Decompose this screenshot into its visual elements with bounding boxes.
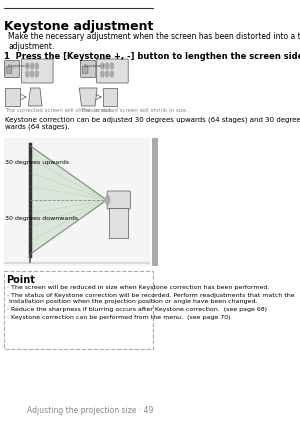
Circle shape: [106, 63, 109, 69]
Text: Keystone adjustment: Keystone adjustment: [4, 20, 154, 33]
Text: - Keystone +: - Keystone +: [82, 64, 105, 68]
Text: Point: Point: [6, 275, 35, 285]
Bar: [4, 271, 153, 349]
Circle shape: [26, 63, 29, 69]
Circle shape: [101, 71, 104, 77]
Circle shape: [110, 63, 113, 69]
Text: installation position when the projection position or angle have been changed.: installation position when the projectio…: [9, 300, 257, 304]
Bar: [109, 208, 128, 238]
Bar: [152, 138, 158, 266]
Polygon shape: [79, 88, 97, 106]
Circle shape: [106, 71, 109, 77]
Circle shape: [35, 63, 38, 69]
Text: · The screen will be reduced in size when Keystone correction has been performed: · The screen will be reduced in size whe…: [8, 285, 270, 290]
Bar: [103, 88, 117, 106]
FancyBboxPatch shape: [107, 191, 130, 209]
Circle shape: [105, 195, 110, 205]
Bar: [4, 138, 150, 266]
Text: Keystone correction can be adjusted 30 degrees upwards (64 stages) and 30 degree: Keystone correction can be adjusted 30 d…: [5, 116, 300, 130]
Text: The corrected screen will shrink in size.: The corrected screen will shrink in size…: [80, 108, 188, 113]
Text: - Keystone +: - Keystone +: [6, 64, 29, 68]
Circle shape: [31, 71, 34, 77]
Bar: [5, 88, 20, 106]
FancyBboxPatch shape: [81, 60, 96, 77]
Text: 30 degrees downwards: 30 degrees downwards: [5, 216, 78, 221]
Text: Adjusting the projection size · 49: Adjusting the projection size · 49: [27, 406, 153, 415]
FancyBboxPatch shape: [6, 66, 12, 74]
Circle shape: [26, 71, 29, 77]
Text: · Reduce the sharpness if blurring occurs after Keystone correction.  (see page : · Reduce the sharpness if blurring occur…: [8, 308, 267, 312]
FancyBboxPatch shape: [82, 66, 88, 74]
FancyBboxPatch shape: [22, 59, 53, 83]
Circle shape: [101, 63, 104, 69]
Text: The corrected screen will shrink in size.: The corrected screen will shrink in size…: [5, 108, 113, 113]
Polygon shape: [31, 146, 106, 254]
Text: · Keystone correction can be performed from the menu.  (see page 70): · Keystone correction can be performed f…: [8, 315, 231, 320]
FancyBboxPatch shape: [4, 60, 20, 77]
Text: 30 degrees upwards: 30 degrees upwards: [5, 160, 69, 165]
Text: 1  Press the [Keystone +, -] button to lengthen the screen sidewards.: 1 Press the [Keystone +, -] button to le…: [4, 52, 300, 61]
Text: · The status of Keystone correction will be recorded. Perform readjustments that: · The status of Keystone correction will…: [8, 293, 295, 298]
FancyBboxPatch shape: [97, 59, 128, 83]
Circle shape: [35, 71, 38, 77]
Polygon shape: [28, 88, 42, 106]
Circle shape: [110, 71, 113, 77]
Text: Make the necessary adjustment when the screen has been distorted into a trapezoi: Make the necessary adjustment when the s…: [8, 32, 300, 51]
Circle shape: [31, 63, 34, 69]
